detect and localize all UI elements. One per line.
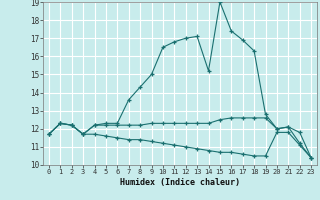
X-axis label: Humidex (Indice chaleur): Humidex (Indice chaleur) xyxy=(120,178,240,187)
